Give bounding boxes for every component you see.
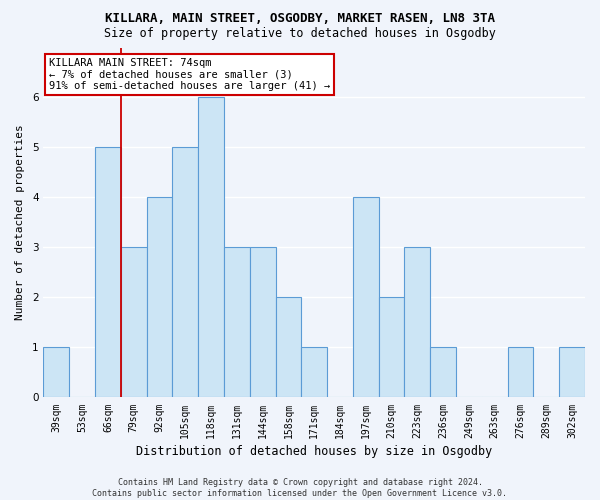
Bar	[353, 198, 379, 398]
Bar	[559, 348, 585, 398]
Bar	[121, 248, 146, 398]
Bar	[275, 298, 301, 398]
Bar	[224, 248, 250, 398]
Bar	[146, 198, 172, 398]
Bar	[250, 248, 275, 398]
Y-axis label: Number of detached properties: Number of detached properties	[15, 124, 25, 320]
Bar	[430, 348, 456, 398]
X-axis label: Distribution of detached houses by size in Osgodby: Distribution of detached houses by size …	[136, 444, 493, 458]
Bar	[43, 348, 69, 398]
Bar	[301, 348, 327, 398]
Bar	[404, 248, 430, 398]
Text: KILLARA, MAIN STREET, OSGODBY, MARKET RASEN, LN8 3TA: KILLARA, MAIN STREET, OSGODBY, MARKET RA…	[105, 12, 495, 26]
Bar	[508, 348, 533, 398]
Bar	[198, 98, 224, 398]
Text: KILLARA MAIN STREET: 74sqm
← 7% of detached houses are smaller (3)
91% of semi-d: KILLARA MAIN STREET: 74sqm ← 7% of detac…	[49, 58, 330, 91]
Bar	[379, 298, 404, 398]
Bar	[172, 148, 198, 398]
Text: Contains HM Land Registry data © Crown copyright and database right 2024.
Contai: Contains HM Land Registry data © Crown c…	[92, 478, 508, 498]
Text: Size of property relative to detached houses in Osgodby: Size of property relative to detached ho…	[104, 28, 496, 40]
Bar	[95, 148, 121, 398]
